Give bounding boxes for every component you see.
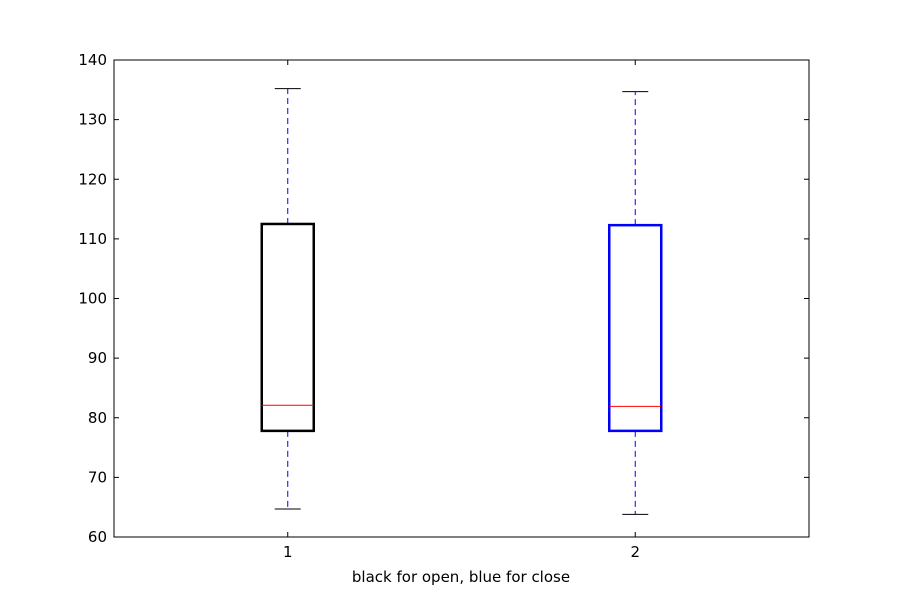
y-tick-label: 60 [88,528,107,546]
y-tick-label: 120 [78,170,107,188]
y-tick-label: 90 [88,349,107,367]
x-tick-label: 2 [630,543,640,561]
box-group-1 [260,88,315,510]
y-tick-label: 130 [78,111,107,129]
box-group-2 [608,91,663,515]
plot-frame [113,59,810,538]
boxes [260,88,663,515]
box [260,222,315,433]
box [608,223,663,433]
y-tick-label: 100 [78,290,107,308]
x-axis-label: black for open, blue for close [352,568,570,586]
y-tick-label: 110 [78,230,107,248]
y-tick-label: 80 [88,409,107,427]
y-axis: 60 70 80 90 100 110 120 130 140 [78,51,809,546]
y-tick-label: 140 [78,51,107,69]
x-tick-label: 1 [283,543,293,561]
y-tick-label: 70 [88,468,107,486]
plot-area [113,59,810,538]
